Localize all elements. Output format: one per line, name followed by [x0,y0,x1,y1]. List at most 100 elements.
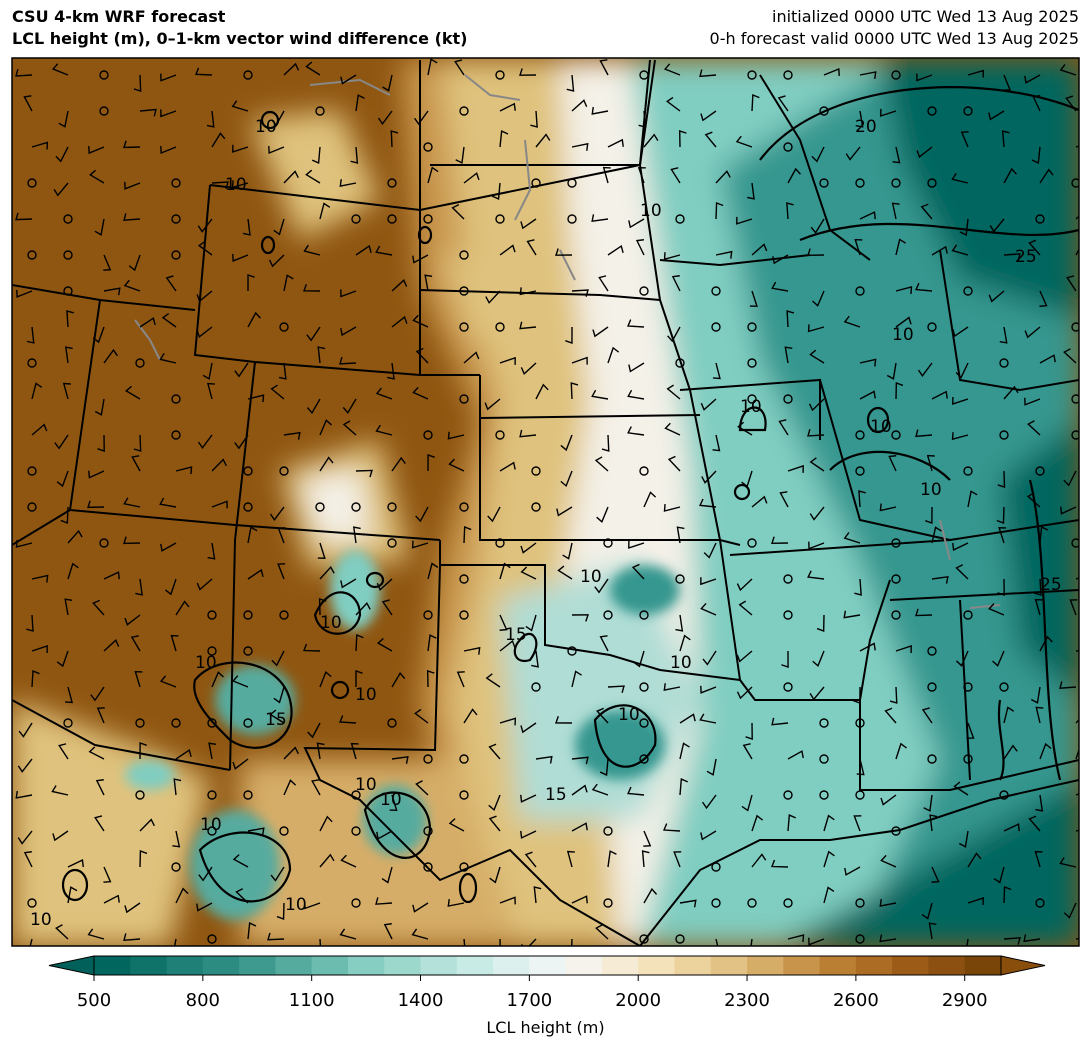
wind-barb [463,526,472,544]
colorbar-tick-label: 1100 [289,990,335,1011]
wind-barb [67,529,83,544]
wind-barb [87,500,105,509]
wind-barb [375,424,393,436]
calm-wind-circle [27,898,37,908]
wind-barb [993,866,1005,884]
wind-barb [888,455,897,472]
calm-wind-circle [459,286,469,296]
wind-barb [635,239,645,256]
wind-barb [15,212,33,221]
wind-barb [1066,275,1077,292]
wind-barb [491,182,501,200]
wind-barb [123,213,141,221]
wind-barb [643,887,658,904]
calm-wind-circle [855,286,865,296]
wind-barb [31,670,40,688]
wind-barb [206,382,215,400]
wind-barb [412,254,429,264]
colorbar-bin [601,956,639,975]
wind-barb [520,722,537,734]
wind-barb [989,218,1005,233]
calm-wind-circle [387,178,397,188]
wind-barb [607,685,625,694]
wind-barb [859,358,877,367]
wind-barb [1075,747,1079,760]
wind-barb [556,506,573,517]
calm-wind-circle [711,322,721,332]
calm-wind-circle [567,214,577,224]
contour-label: 15 [545,785,567,805]
wind-barb [16,289,33,298]
calm-wind-circle [495,214,505,224]
calm-wind-circle [927,682,937,692]
calm-wind-circle [675,214,685,224]
calm-wind-circle [855,178,865,188]
calm-wind-circle [567,178,577,188]
wind-barb [447,431,465,440]
wind-barb [571,895,588,904]
contour-label: 20 [855,117,877,137]
colorbar-label: LCL height (m) [486,1018,605,1037]
calm-wind-circle [63,718,73,728]
calm-wind-circle [819,178,829,188]
wind-barb [596,707,609,724]
wind-barb [1063,470,1077,487]
wind-barb [859,71,877,79]
calm-wind-circle [351,826,361,836]
wind-barb [786,310,795,328]
wind-barb [415,347,429,364]
wind-barb [1003,744,1018,760]
wind-barb [751,853,767,868]
wind-barb [277,563,286,580]
calm-wind-circle [927,322,937,332]
wind-barb [316,742,325,760]
calm-wind-circle [387,718,397,728]
wind-barb [700,602,717,616]
wind-barb [599,758,609,776]
wind-barb [62,382,71,400]
wind-barb [663,252,681,261]
wind-barb [319,938,322,946]
calm-wind-circle [243,610,253,620]
wind-barb [787,464,804,473]
calm-wind-circle [711,898,721,908]
wind-barb [859,642,876,652]
wind-barb [678,130,687,148]
wind-barb [139,317,156,328]
wind-barb [390,130,399,148]
wind-barb [809,686,825,701]
wind-barb [816,614,825,632]
wind-barb [64,598,73,616]
calm-wind-circle [171,394,181,404]
calm-wind-circle [459,754,469,764]
wind-barb [377,110,393,126]
wind-barb [631,563,645,580]
wind-barb [58,743,69,760]
calm-wind-circle [495,322,505,332]
wind-barb [211,458,227,472]
calm-wind-circle [639,682,649,692]
wind-barb [807,248,825,256]
wind-barb [951,173,969,184]
wind-barb [966,722,975,739]
wind-barb [383,923,393,940]
wind-barb [306,326,321,342]
wind-barb [781,650,789,668]
wind-barb [103,639,120,652]
calm-wind-circle [171,718,181,728]
calm-wind-circle [747,538,757,548]
wind-barb [175,748,192,760]
wind-barb [566,74,575,92]
wind-barb [427,58,438,76]
wind-barb [787,167,801,184]
wind-barb [123,279,141,292]
wind-barb [208,742,217,760]
wind-barb [809,349,825,364]
wind-barb [916,73,933,82]
calm-wind-circle [603,610,613,620]
calm-wind-circle [747,394,757,404]
wind-barb [499,244,516,256]
wind-barb [952,542,969,551]
wind-barb [607,244,624,256]
wind-barb [880,108,897,117]
